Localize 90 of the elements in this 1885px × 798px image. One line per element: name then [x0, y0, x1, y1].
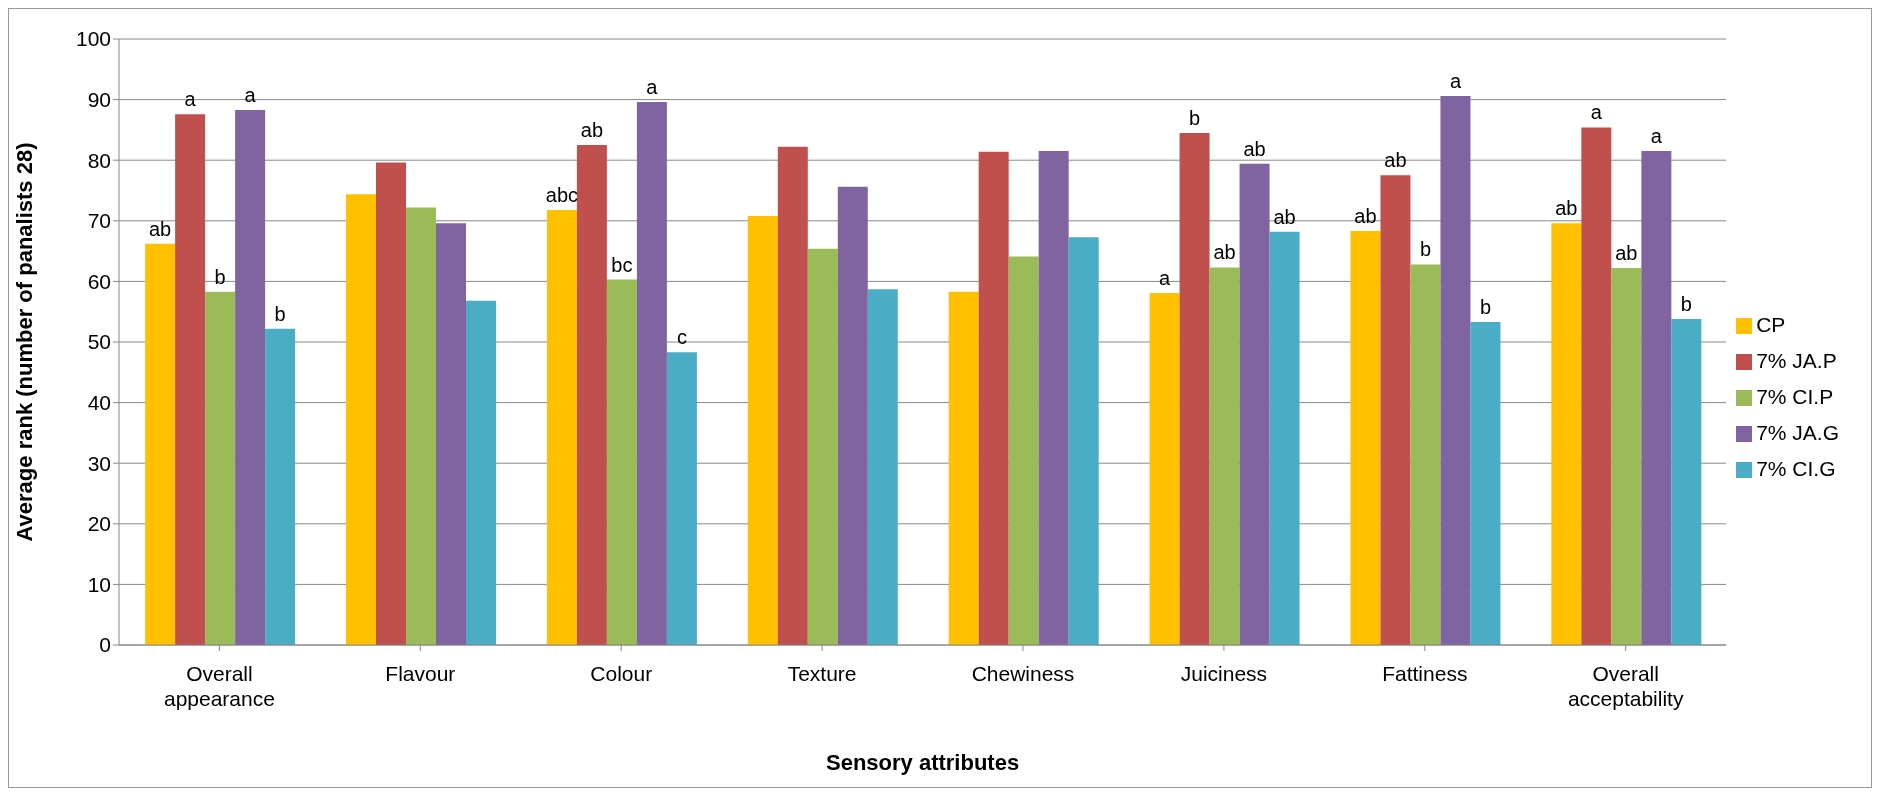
- data-label: a: [1159, 266, 1172, 289]
- bar: [1611, 268, 1642, 645]
- data-label: bc: [611, 253, 633, 276]
- legend-label: 7% CI.G: [1756, 457, 1836, 480]
- data-label: b: [214, 265, 226, 288]
- data-label: b: [1479, 296, 1492, 318]
- bar: [1410, 264, 1441, 645]
- x-tick-label: Texture: [787, 662, 857, 685]
- x-tick-label: Flavour: [385, 662, 456, 685]
- legend-label: CP: [1756, 313, 1786, 336]
- data-label: a: [1650, 125, 1663, 148]
- bar: [636, 102, 667, 645]
- data-label: a: [1590, 101, 1603, 124]
- bar: [1068, 237, 1099, 645]
- bar: [1179, 132, 1210, 645]
- bar: [666, 352, 697, 645]
- y-tick-label: 50: [87, 330, 111, 354]
- bar: [1239, 163, 1270, 645]
- data-label: ab: [1384, 149, 1407, 172]
- data-label: ab: [148, 217, 172, 240]
- legend-label: 7% JA.G: [1756, 421, 1839, 444]
- data-label: b: [274, 302, 286, 325]
- bar: [1470, 322, 1501, 645]
- y-tick-label: 80: [87, 148, 111, 172]
- data-label: b: [1680, 292, 1692, 315]
- bar: [1551, 223, 1582, 645]
- data-label: ab: [1354, 205, 1377, 228]
- bar: [807, 248, 838, 645]
- x-tick-label: Colour: [590, 662, 653, 685]
- data-label: a: [1449, 69, 1462, 92]
- data-label: ab: [1213, 241, 1236, 264]
- bar: [1380, 175, 1411, 645]
- bar: [948, 291, 979, 645]
- data-label: a: [244, 83, 257, 106]
- bar: [606, 279, 637, 645]
- bar: [265, 328, 296, 645]
- data-label: b: [1189, 106, 1201, 129]
- bar: [546, 209, 577, 645]
- bar: [1269, 231, 1300, 645]
- bar: [466, 300, 497, 645]
- bar: [1641, 151, 1672, 645]
- bar: [1008, 256, 1039, 645]
- x-tick-label: Juiciness: [1180, 662, 1268, 685]
- x-tick-label: Overall acceptability: [1567, 662, 1684, 710]
- data-label: ab: [1273, 205, 1296, 228]
- y-tick-label: 0: [99, 633, 111, 657]
- bar: [376, 162, 407, 645]
- data-label: a: [646, 76, 659, 99]
- x-axis-title: Sensory attributes: [825, 750, 1020, 775]
- y-tick-label: 100: [75, 27, 111, 51]
- bar: [175, 114, 206, 645]
- y-tick-label: 10: [87, 572, 111, 596]
- bar: [235, 109, 266, 645]
- bar: [436, 223, 467, 645]
- bar: [1209, 267, 1240, 645]
- bar: [1440, 95, 1471, 645]
- data-label: a: [184, 88, 197, 111]
- bar: [576, 145, 607, 645]
- bar: [867, 289, 898, 645]
- bar: [978, 151, 1009, 645]
- legend-label: 7% JA.P: [1756, 349, 1837, 372]
- y-axis-title: Average rank (number of panalists 28): [11, 142, 37, 542]
- data-label: ab: [1615, 242, 1638, 265]
- y-tick-label: 30: [87, 451, 111, 475]
- y-tick-label: 70: [87, 209, 111, 233]
- legend-label: 7% CI.P: [1756, 385, 1834, 408]
- bar: [1671, 318, 1702, 645]
- x-tick-label: Overall appearance: [163, 662, 275, 710]
- data-label: b: [1419, 238, 1432, 261]
- y-tick-label: 60: [87, 269, 111, 293]
- bar: [406, 207, 437, 645]
- data-label: c: [676, 326, 687, 349]
- x-tick-label: Chewiness: [971, 662, 1075, 685]
- bar: [205, 291, 236, 645]
- bar: [1038, 151, 1069, 645]
- y-tick-label: 90: [87, 88, 111, 112]
- y-tick-label: 40: [87, 391, 111, 415]
- bar: [747, 215, 778, 645]
- bar: [145, 243, 176, 645]
- x-tick-label: Fattiness: [1382, 662, 1468, 685]
- bar: [1581, 127, 1612, 645]
- y-tick-label: 20: [87, 512, 111, 536]
- bar: [777, 146, 808, 645]
- data-label: ab: [1555, 197, 1578, 220]
- bar: [837, 186, 868, 645]
- data-label: ab: [580, 119, 604, 142]
- data-label: ab: [1243, 137, 1266, 160]
- bar: [346, 194, 377, 645]
- bar: [1149, 292, 1180, 645]
- bar: [1350, 231, 1381, 645]
